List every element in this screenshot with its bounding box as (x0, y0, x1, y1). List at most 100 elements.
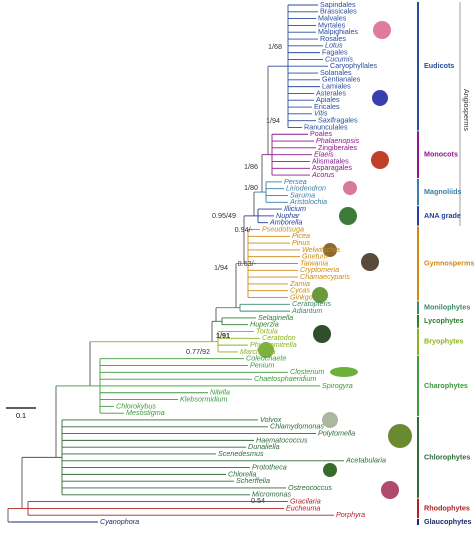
leaf-label: Scherffelia (236, 476, 270, 485)
leaf-label: Coleochaete (246, 354, 286, 363)
leaf-label: Eucheuma (286, 503, 320, 512)
leaf-label: Taiwania (300, 258, 328, 267)
leaf-label: Gentianales (322, 75, 361, 84)
photo (339, 207, 357, 225)
photo (361, 253, 379, 271)
group-label: Bryophytes (424, 337, 464, 346)
group-label: Magnoliids (424, 187, 462, 196)
leaf-label: Gnetum (302, 252, 328, 261)
leaf-label: Huperzia (250, 320, 279, 329)
leaf-label: Prototheca (252, 462, 287, 471)
support-value: 0.95/49 (212, 211, 236, 220)
leaf-label: Welwitschia (302, 245, 340, 254)
support-value: 0.63/- (238, 259, 257, 268)
support-value: 1/94 (214, 263, 228, 272)
leaf-label: Haematococcus (256, 435, 308, 444)
leaf-label: Nuphar (276, 211, 300, 220)
leaf-label: Porphyra (336, 510, 365, 519)
leaf-label: Saxifragales (318, 116, 358, 125)
leaf-label: Acorus (311, 170, 335, 179)
leaf-label: Zamia (289, 279, 310, 288)
leaf-label: Ericales (314, 102, 340, 111)
leaf-label: Brassicales (320, 7, 357, 16)
clade-label: Angiosperms (462, 89, 471, 131)
leaf-label: Nitella (210, 388, 230, 397)
leaf-label: Polytomella (318, 428, 355, 437)
group-label: Lycophytes (424, 316, 464, 325)
leaf-label: Gracilaria (290, 496, 321, 505)
leaf-label: Poales (310, 129, 332, 138)
leaf-label: Ceratopteris (292, 299, 332, 308)
leaf-label: Ginkgo (290, 292, 313, 301)
photo (312, 287, 328, 303)
leaf-label: Mesostigma (126, 408, 165, 417)
leaf-label: Caryophyllales (330, 61, 378, 70)
group-label: Monocots (424, 150, 458, 159)
leaf-label: Physcomitrella (250, 340, 297, 349)
support-value: 1/68 (268, 42, 282, 51)
photo (323, 463, 337, 477)
support-value: 0.77/92 (186, 347, 210, 356)
leaf-label: Klebsormidium (180, 394, 228, 403)
leaf-label: Apiales (316, 95, 340, 104)
leaf-label: Malvales (318, 14, 347, 23)
support-value: 1/94 (266, 116, 280, 125)
photo (388, 424, 412, 448)
leaf-label: Asparagales (312, 163, 352, 172)
leaf-label: Chlorokybus (116, 401, 156, 410)
leaf-label: Illicium (284, 204, 306, 213)
leaf-label: Chamaecyparis (300, 272, 350, 281)
leaf-label: Chlorella (228, 469, 256, 478)
support-value: 1/80 (244, 183, 258, 192)
leaf-label: Ceratodon (262, 333, 296, 342)
leaf-label: Chlamydomonas (270, 422, 324, 431)
leaf-label: Ostreococcus (288, 483, 332, 492)
leaf-label: Marchantia (240, 347, 276, 356)
photo (322, 412, 338, 428)
leaf-label: Acetabularia (345, 456, 386, 465)
leaf-label: Phalaenopsis (316, 136, 360, 145)
support-value: 1/91 (216, 331, 230, 340)
leaf-label: Liriodendron (286, 184, 326, 193)
leaf-label: Cucumis (325, 54, 353, 63)
leaf-label: Rosales (320, 34, 346, 43)
leaf-label: Fagales (322, 48, 348, 57)
leaf-label: Alismatales (312, 156, 349, 165)
leaf-label: Saruma (290, 190, 315, 199)
scale-label: 0.1 (16, 411, 26, 420)
leaf-label: Malpighiales (318, 27, 358, 36)
group-label: Glaucophytes (424, 517, 472, 526)
leaf-label: Sapindales (320, 0, 356, 9)
leaf-label: Lotus (325, 41, 343, 50)
leaf-label: Chaetosphaeridium (254, 374, 316, 383)
leaf-label: Cryptomeria (300, 265, 339, 274)
leaf-label: Penium (250, 360, 274, 369)
photo (381, 481, 399, 499)
photo (330, 367, 358, 377)
leaf-label: Scenedesmus (218, 449, 264, 458)
photo (343, 181, 357, 195)
leaf-label: Amborella (269, 218, 302, 227)
photo (323, 243, 337, 257)
leaf-label: Dunaliella (248, 442, 280, 451)
photo (258, 342, 274, 358)
leaf-label: Aristolochia (289, 197, 327, 206)
leaf-label: Asterales (316, 88, 346, 97)
leaf-label: Cycas (290, 286, 310, 295)
leaf-label: Volvox (260, 415, 282, 424)
group-label: Monilophytes (424, 303, 470, 312)
leaf-label: Pseudotsuga (262, 224, 304, 233)
photo (372, 90, 388, 106)
photo (371, 151, 389, 169)
group-label: Gymnosperms (424, 258, 474, 267)
leaf-label: Elaeis (314, 150, 334, 159)
support-value: 0.94/- (235, 225, 254, 234)
leaf-label: Solanales (320, 68, 352, 77)
leaf-label: Lamiales (322, 82, 351, 91)
photo (373, 21, 391, 39)
leaf-label: Zingiberales (318, 143, 358, 152)
leaf-label: Cyanophora (100, 517, 139, 526)
photo (313, 325, 331, 343)
group-label: Chlorophytes (424, 452, 470, 461)
